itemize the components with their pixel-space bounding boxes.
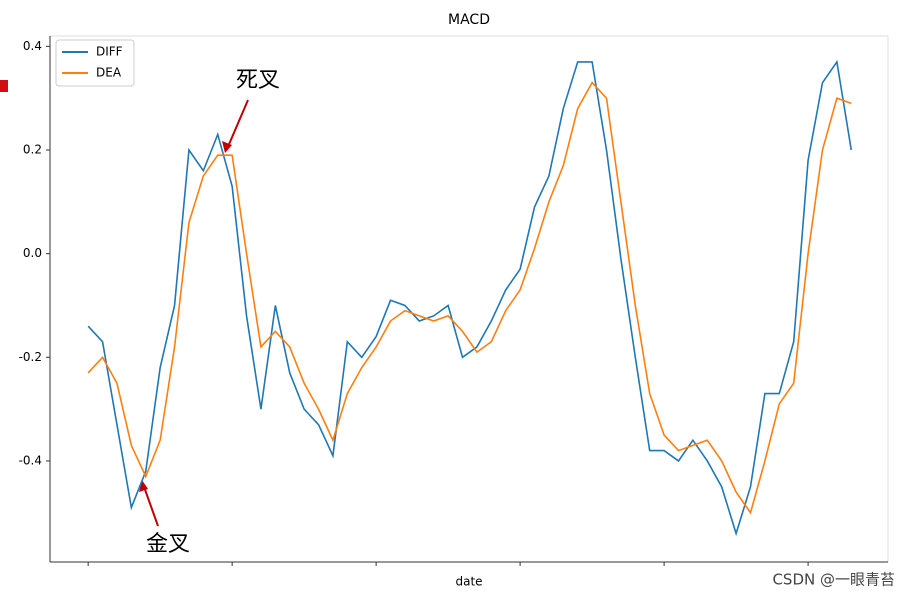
line-0 xyxy=(87,59,853,537)
arrow xyxy=(226,99,249,150)
side-marker xyxy=(0,80,8,92)
chart-title: MACD xyxy=(448,12,490,28)
x-axis-label: date xyxy=(455,575,482,589)
y-tick-label: 0.2 xyxy=(23,143,42,157)
y-tick-label: 0.4 xyxy=(23,39,42,53)
legend-label: DEA xyxy=(96,66,122,80)
y-tick-label: -0.4 xyxy=(19,453,42,467)
y-tick-label: 0.0 xyxy=(23,246,42,260)
arrow xyxy=(142,483,159,527)
line-1 xyxy=(87,81,852,515)
arrowhead xyxy=(222,141,232,153)
watermark: CSDN @一眼青苔 xyxy=(772,571,895,589)
annotation: 死叉 xyxy=(236,67,280,92)
legend-label: DIFF xyxy=(96,45,123,59)
annotation: 金叉 xyxy=(146,531,190,556)
y-tick-label: -0.2 xyxy=(19,350,42,364)
